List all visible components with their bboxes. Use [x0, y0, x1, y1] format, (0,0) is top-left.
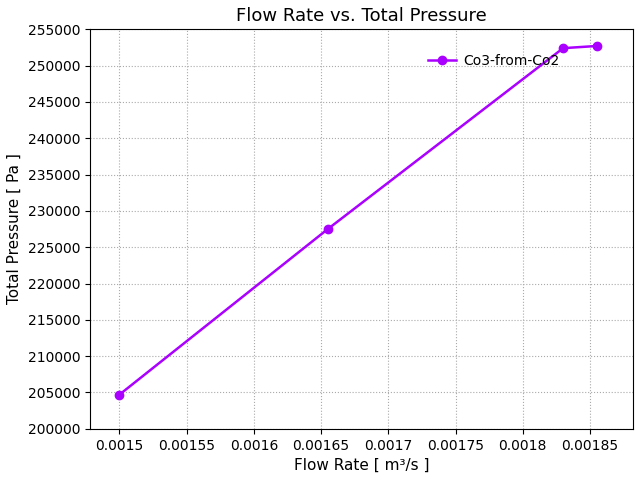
- Co3-from-Co2: [116, 392, 124, 397]
- Legend: Co3-from-Co2: Co3-from-Co2: [422, 48, 564, 73]
- Y-axis label: Total Pressure [ Pa ]: Total Pressure [ Pa ]: [7, 154, 22, 304]
- X-axis label: Flow Rate [ m³/s ]: Flow Rate [ m³/s ]: [294, 458, 429, 473]
- Title: Flow Rate vs. Total Pressure: Flow Rate vs. Total Pressure: [236, 7, 487, 25]
- Co3-from-Co2: [593, 43, 600, 49]
- Co3-from-Co2: [559, 45, 567, 51]
- Co3-from-Co2: [324, 226, 332, 232]
- Line: Co3-from-Co2: Co3-from-Co2: [115, 42, 601, 399]
